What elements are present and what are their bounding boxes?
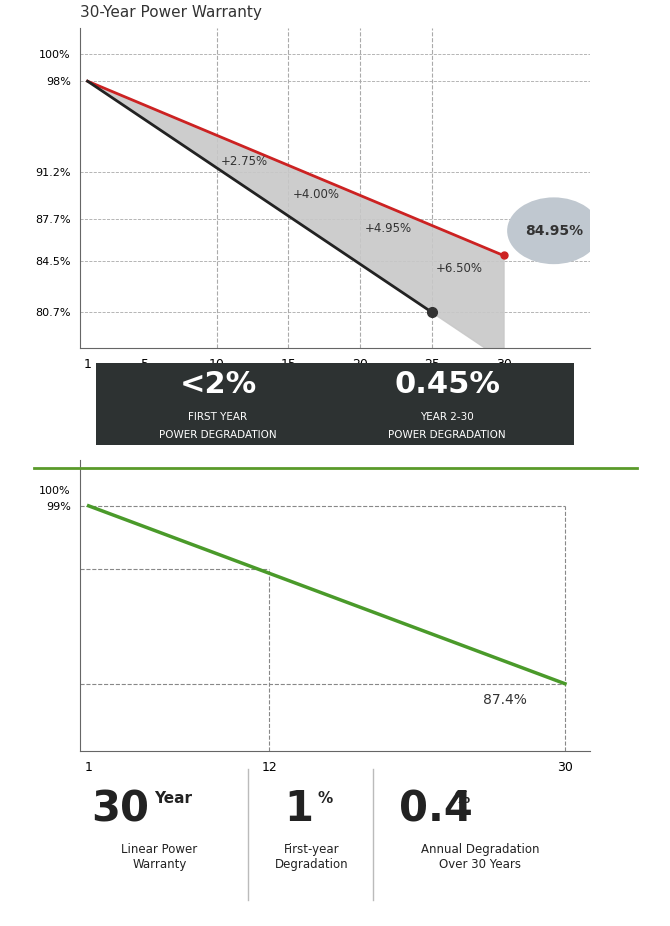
Text: 0.45%: 0.45% — [394, 369, 500, 399]
Text: 84.95%: 84.95% — [525, 224, 583, 238]
Text: POWER DEGRADATION: POWER DEGRADATION — [388, 430, 506, 440]
Text: Year: Year — [154, 791, 192, 806]
Text: +4.95%: +4.95% — [364, 221, 411, 234]
Text: 87.4%: 87.4% — [483, 693, 527, 707]
Text: 30-Year Power Warranty: 30-Year Power Warranty — [80, 5, 262, 19]
Text: <2%: <2% — [180, 369, 257, 399]
Text: POWER DEGRADATION: POWER DEGRADATION — [159, 430, 277, 440]
Text: +6.50%: +6.50% — [436, 262, 483, 275]
Text: +2.75%: +2.75% — [221, 155, 268, 168]
Text: 30: 30 — [91, 788, 149, 830]
Text: +4.00%: +4.00% — [293, 188, 340, 201]
Text: 1: 1 — [284, 788, 313, 830]
Ellipse shape — [507, 197, 600, 264]
Text: %: % — [455, 791, 470, 806]
Text: %: % — [317, 791, 332, 806]
Text: Annual Degradation
Over 30 Years: Annual Degradation Over 30 Years — [421, 844, 539, 871]
Text: 0.4: 0.4 — [399, 788, 472, 830]
Text: FIRST YEAR: FIRST YEAR — [188, 412, 247, 421]
Text: YEAR 2-30: YEAR 2-30 — [420, 412, 474, 421]
FancyBboxPatch shape — [96, 363, 574, 444]
Text: First-year
Degradation: First-year Degradation — [275, 844, 349, 871]
Text: Linear Power
Warranty: Linear Power Warranty — [121, 844, 198, 871]
